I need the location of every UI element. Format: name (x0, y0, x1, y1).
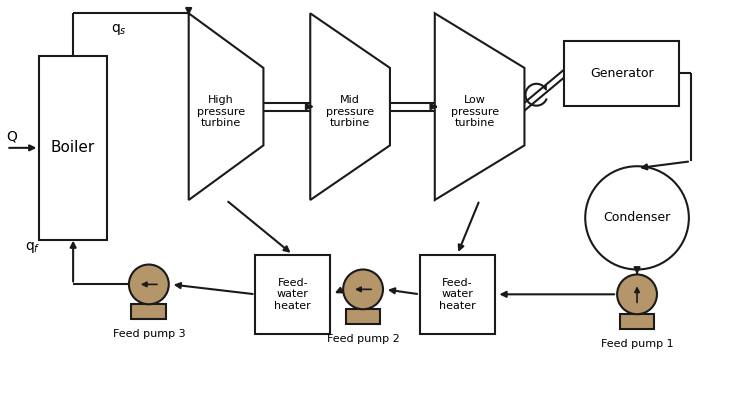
Text: Feed pump 2: Feed pump 2 (327, 334, 399, 344)
Circle shape (585, 166, 689, 270)
Text: Generator: Generator (590, 67, 653, 80)
Bar (345, 309, 380, 324)
Polygon shape (310, 13, 390, 200)
Polygon shape (189, 13, 263, 200)
Bar (256, 254, 330, 334)
Text: High
pressure
turbine: High pressure turbine (197, 95, 245, 128)
Circle shape (343, 270, 383, 309)
Bar (420, 254, 494, 334)
Text: Feed pump 3: Feed pump 3 (113, 329, 185, 339)
Text: Mid
pressure
turbine: Mid pressure turbine (326, 95, 374, 128)
Text: q$_f$: q$_f$ (25, 240, 41, 255)
Text: Q: Q (6, 129, 17, 143)
Text: q$_s$: q$_s$ (111, 22, 127, 37)
Bar (564, 41, 679, 106)
Text: Low
pressure
turbine: Low pressure turbine (451, 95, 499, 128)
Text: Condenser: Condenser (603, 211, 671, 224)
Text: Feed-
water
heater: Feed- water heater (274, 278, 311, 311)
Polygon shape (435, 13, 525, 200)
Bar (39, 56, 107, 240)
Text: Feed pump 1: Feed pump 1 (601, 339, 674, 349)
Bar (132, 304, 166, 319)
Circle shape (617, 274, 657, 314)
Bar (620, 314, 655, 329)
Text: Boiler: Boiler (51, 141, 95, 155)
Circle shape (129, 264, 169, 304)
Text: Feed-
water
heater: Feed- water heater (438, 278, 476, 311)
